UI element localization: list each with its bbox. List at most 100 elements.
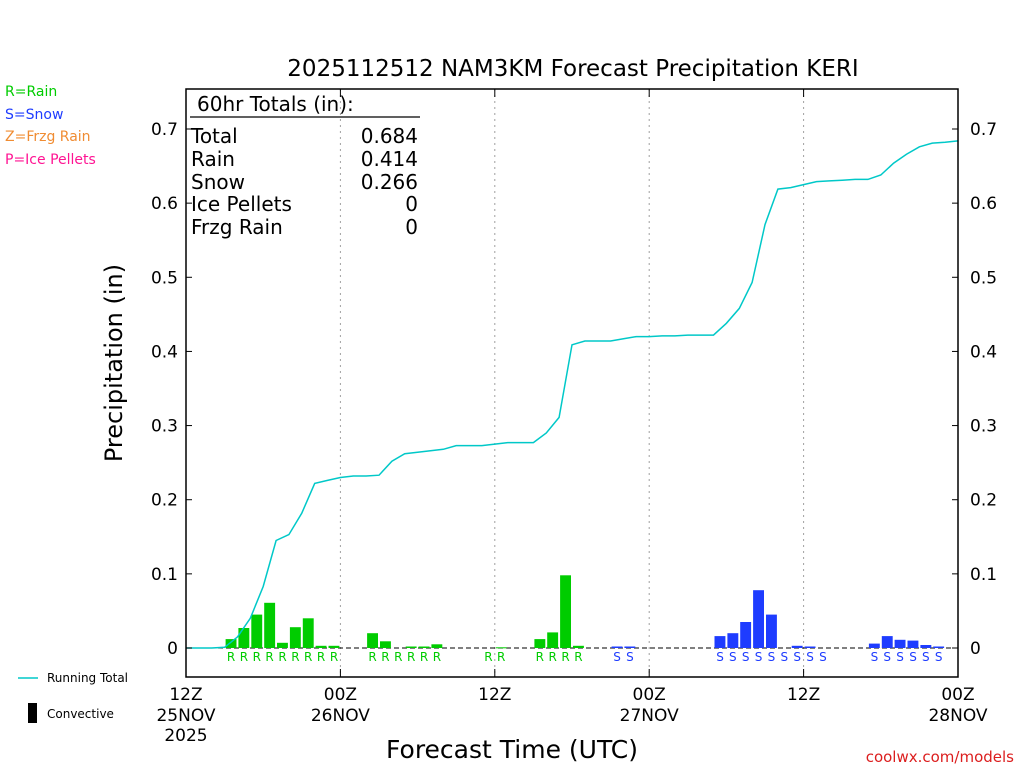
x-tick-label: 12Z bbox=[478, 685, 511, 705]
precip-bar bbox=[611, 646, 623, 648]
precip-bar bbox=[753, 590, 764, 648]
precip-bar bbox=[289, 627, 301, 648]
legend-ice-pellets: P=Ice Pellets bbox=[5, 152, 96, 168]
precip-bar bbox=[547, 632, 559, 648]
precip-bar bbox=[868, 643, 880, 648]
precip-type-letter: S bbox=[896, 650, 904, 664]
totals-row-label: Snow bbox=[191, 170, 245, 194]
bottom-legend: Running Total Convective bbox=[18, 671, 128, 723]
precip-bar bbox=[264, 602, 276, 648]
precip-type-letter: S bbox=[935, 650, 943, 664]
precip-type-letter: R bbox=[433, 650, 441, 664]
precip-type-letter: S bbox=[806, 650, 814, 664]
y-tick-label-left: 0 bbox=[167, 639, 178, 659]
totals-row-value: 0.414 bbox=[361, 147, 418, 171]
y-axis-ticks: 0 00.1 0.10.2 0.20.3 0.30.4 0.40.5 0.50.6 0.60.… bbox=[151, 120, 997, 659]
x-tick-label: 00Z bbox=[324, 685, 357, 705]
precip-type-letter: S bbox=[793, 650, 801, 664]
precip-type-letter: S bbox=[613, 650, 621, 664]
precip-type-letter: R bbox=[381, 650, 389, 664]
totals-row-value: 0.684 bbox=[361, 124, 418, 148]
x-tick-date: 25NOV bbox=[156, 706, 215, 726]
precip-type-letter: R bbox=[484, 650, 492, 664]
convective-legend-label: Convective bbox=[47, 707, 114, 721]
precip-type-letter: S bbox=[742, 650, 750, 664]
precip-bar bbox=[881, 636, 893, 648]
precip-type-letter: R bbox=[227, 650, 235, 664]
y-tick-label-left: 0.2 bbox=[151, 491, 178, 511]
totals-row-value: 0.266 bbox=[361, 170, 418, 194]
precip-type-letter: S bbox=[922, 650, 930, 664]
legend-frzg-rain: Z=Frzg Rain bbox=[5, 129, 91, 145]
precip-type-letter: S bbox=[909, 650, 917, 664]
precip-type-letter: R bbox=[304, 650, 312, 664]
y-tick-label-left: 0.7 bbox=[151, 120, 178, 140]
precip-bar bbox=[560, 575, 571, 648]
precip-type-letter: R bbox=[574, 650, 582, 664]
precip-bar bbox=[804, 646, 816, 648]
precip-bar bbox=[238, 628, 250, 648]
precip-type-letter: S bbox=[871, 650, 879, 664]
precip-bar bbox=[302, 618, 314, 648]
precip-bar bbox=[920, 645, 932, 648]
x-tick-year: 2025 bbox=[164, 726, 207, 746]
running-total-legend-label: Running Total bbox=[47, 671, 128, 685]
x-tick-label: 00Z bbox=[941, 685, 974, 705]
precip-bar bbox=[380, 641, 391, 648]
x-tick-date: 27NOV bbox=[620, 706, 679, 726]
y-tick-label-right: 0.1 bbox=[970, 565, 997, 585]
x-tick-date: 28NOV bbox=[928, 706, 987, 726]
precip-type-letter: R bbox=[278, 650, 286, 664]
precip-bar bbox=[328, 645, 340, 648]
precip-type-letter: S bbox=[819, 650, 827, 664]
precip-type-letter: R bbox=[407, 650, 415, 664]
precip-type-letter: S bbox=[768, 650, 776, 664]
x-tick-date: 26NOV bbox=[311, 706, 370, 726]
precip-type-letter: R bbox=[420, 650, 428, 664]
y-axis-label: Precipitation (in) bbox=[100, 264, 128, 462]
precip-bar bbox=[573, 645, 584, 648]
precip-bar bbox=[740, 622, 752, 648]
totals-row-label: Rain bbox=[191, 147, 235, 171]
precip-type-letter: R bbox=[265, 650, 273, 664]
precip-bar bbox=[727, 633, 739, 648]
precip-type-letter: R bbox=[317, 650, 325, 664]
precip-bar bbox=[225, 639, 237, 648]
precip-type-letter: R bbox=[561, 650, 569, 664]
precip-bar bbox=[624, 646, 636, 648]
totals-box: 60hr Totals (in): Total 0.684 Rain 0.414… bbox=[190, 92, 420, 239]
convective-legend-swatch bbox=[28, 703, 37, 723]
precip-bars bbox=[225, 575, 945, 649]
plot-frame bbox=[185, 88, 959, 678]
y-tick-label-right: 0.3 bbox=[970, 417, 997, 437]
precip-type-letter: R bbox=[291, 650, 299, 664]
x-axis-label: Forecast Time (UTC) bbox=[386, 735, 638, 764]
precip-bar bbox=[894, 639, 906, 648]
y-tick-label-left: 0.3 bbox=[151, 417, 178, 437]
precip-bar bbox=[251, 614, 263, 648]
precip-bar bbox=[907, 640, 919, 648]
precip-bar bbox=[277, 642, 288, 648]
precip-type-letter: R bbox=[330, 650, 338, 664]
legend-rain: R=Rain bbox=[5, 84, 57, 100]
totals-row-label: Frzg Rain bbox=[191, 215, 283, 239]
y-tick-label-right: 0.7 bbox=[970, 120, 997, 140]
precip-type-letter: S bbox=[755, 650, 763, 664]
precip-type-letter: R bbox=[240, 650, 248, 664]
x-tick-label: 12Z bbox=[787, 685, 820, 705]
precip-bar bbox=[367, 633, 378, 648]
y-tick-label-right: 0.5 bbox=[970, 268, 997, 288]
precip-bar bbox=[933, 646, 945, 648]
precip-type-legend: R=Rain S=Snow Z=Frzg Rain P=Ice Pellets bbox=[5, 84, 96, 168]
precip-type-letter: R bbox=[549, 650, 557, 664]
y-tick-label-left: 0.5 bbox=[151, 268, 178, 288]
precip-type-letter: S bbox=[883, 650, 891, 664]
credit-text: coolwx.com/models bbox=[866, 748, 1014, 766]
y-tick-label-left: 0.4 bbox=[151, 342, 178, 362]
precip-bar bbox=[766, 614, 777, 648]
legend-snow: S=Snow bbox=[5, 107, 63, 123]
precip-bar bbox=[431, 644, 443, 648]
grid-lines bbox=[339, 89, 805, 677]
